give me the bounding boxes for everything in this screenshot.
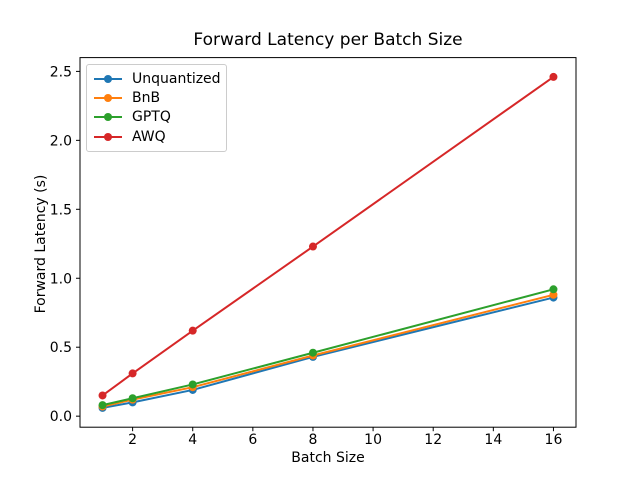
x-tick-label: 14 — [484, 432, 502, 448]
x-tick-label: 4 — [188, 432, 197, 448]
y-tick-label: 2.5 — [50, 64, 72, 80]
series-marker-gptq — [128, 394, 137, 403]
series-marker-gptq — [549, 285, 558, 294]
legend-entry-gptq: GPTQ — [93, 108, 222, 127]
x-tick-label: 6 — [248, 432, 257, 448]
legend-label-bnb: BnB — [132, 90, 161, 107]
legend-line-sample-bnb — [94, 94, 122, 103]
x-tick-label: 8 — [309, 432, 318, 448]
legend: Unquantized BnB GPTQ AWQ — [86, 64, 227, 152]
legend-line-sample-gptq — [94, 113, 122, 122]
y-tick-label: 2.0 — [50, 133, 72, 149]
series-marker-awq — [308, 242, 317, 251]
legend-entry-awq: AWQ — [93, 127, 222, 146]
legend-sample-marker — [104, 74, 112, 83]
legend-label-unquantized: Unquantized — [132, 70, 221, 87]
series-marker-gptq — [308, 348, 317, 357]
series-marker-awq — [128, 369, 137, 378]
legend-sample-marker — [104, 94, 112, 103]
series-marker-gptq — [188, 380, 197, 389]
legend-line-sample-awq — [94, 132, 122, 141]
chart-title: Forward Latency per Batch Size — [193, 30, 463, 50]
y-tick-label: 1.5 — [50, 202, 72, 218]
y-tick-label: 0.5 — [50, 340, 72, 356]
y-tick-label: 0.0 — [50, 409, 72, 425]
legend-line-sample-unquantized — [94, 74, 122, 83]
series-marker-gptq — [98, 401, 107, 410]
series-marker-awq — [188, 326, 197, 335]
legend-label-gptq: GPTQ — [132, 109, 171, 126]
x-axis-label: Batch Size — [291, 450, 365, 466]
legend-entry-bnb: BnB — [93, 88, 222, 107]
x-tick-label: 16 — [545, 432, 563, 448]
legend-sample-marker — [104, 132, 112, 141]
x-tick-label: 10 — [364, 432, 382, 448]
axes-frame — [79, 57, 577, 428]
series-marker-bnb — [549, 290, 558, 299]
legend-sample-marker — [104, 113, 112, 122]
legend-label-awq: AWQ — [132, 128, 166, 145]
y-tick-label: 1.0 — [50, 271, 72, 287]
series-marker-awq — [98, 391, 107, 400]
x-tick-label: 2 — [128, 432, 137, 448]
legend-entry-unquantized: Unquantized — [93, 69, 222, 88]
series-marker-awq — [549, 72, 558, 81]
x-tick-label: 12 — [424, 432, 442, 448]
